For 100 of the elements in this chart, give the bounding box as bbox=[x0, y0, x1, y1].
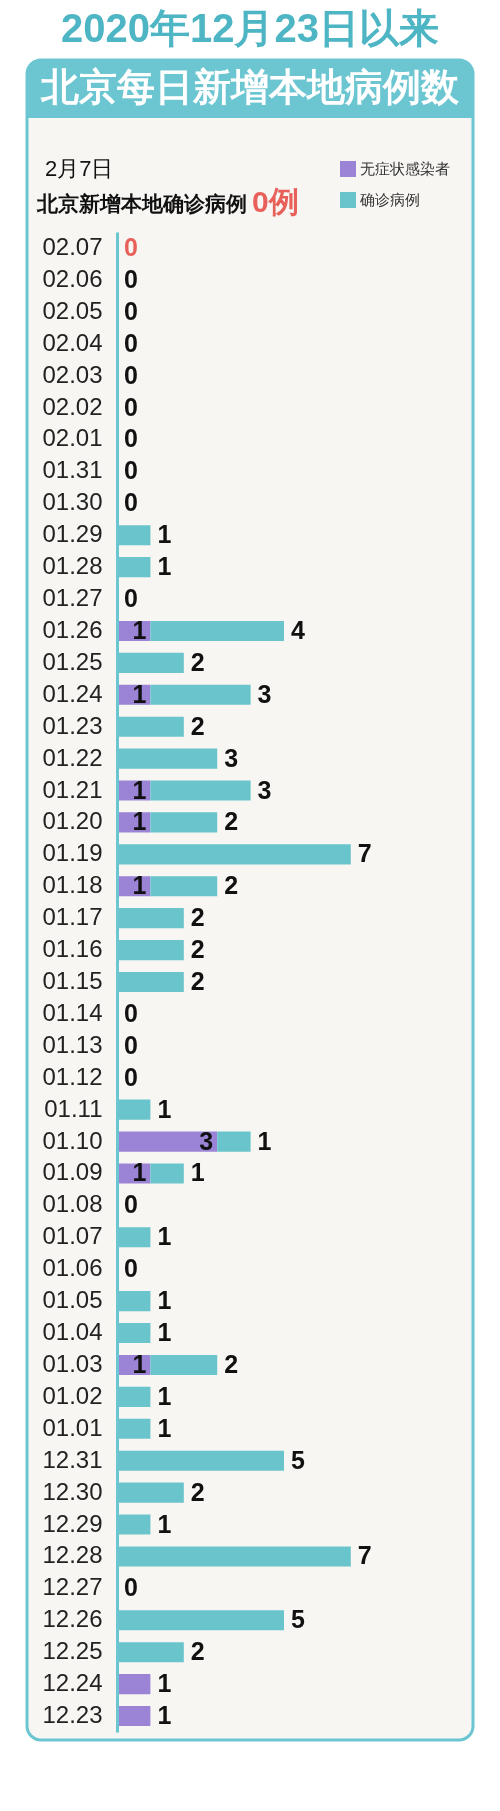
y-tick-label: 02.04 bbox=[42, 328, 103, 356]
data-label: 2 bbox=[224, 807, 239, 836]
y-tick-label: 12.23 bbox=[42, 1701, 103, 1729]
legend-label: 无症状感染者 bbox=[360, 160, 450, 177]
data-label: 2 bbox=[190, 967, 205, 995]
data-label: 1 bbox=[157, 1094, 172, 1123]
y-tick-label: 01.07 bbox=[42, 1222, 103, 1250]
y-tick-label: 01.18 bbox=[42, 871, 103, 899]
data-label: 0 bbox=[124, 1254, 138, 1283]
y-tick-label: 02.02 bbox=[42, 392, 103, 420]
data-label: 0 bbox=[124, 456, 138, 485]
data-label: 1 bbox=[257, 1126, 272, 1155]
y-tick-label: 12.31 bbox=[42, 1445, 103, 1473]
bar bbox=[117, 1705, 151, 1727]
data-label: 0 bbox=[124, 488, 138, 517]
data-label: 1 bbox=[157, 1318, 172, 1347]
data-label: 1 bbox=[132, 775, 147, 804]
data-label: 0 bbox=[124, 1062, 138, 1091]
data-label: 4 bbox=[291, 615, 305, 644]
data-label: 2 bbox=[190, 1477, 205, 1506]
y-tick-label: 01.10 bbox=[42, 1126, 103, 1154]
text: 北京新增本地确诊病例 bbox=[36, 192, 247, 215]
data-label: 0 bbox=[124, 1573, 138, 1602]
data-label: 3 bbox=[257, 679, 272, 708]
data-label: 0 bbox=[124, 264, 138, 293]
bar bbox=[217, 1131, 251, 1152]
data-label: 7 bbox=[357, 839, 372, 868]
y-tick-label: 01.24 bbox=[42, 679, 103, 707]
bar bbox=[150, 876, 218, 897]
y-tick-label: 01.20 bbox=[42, 807, 103, 835]
bar bbox=[150, 780, 251, 801]
legend-label: 确诊病例 bbox=[359, 191, 420, 208]
y-tick-label: 12.25 bbox=[42, 1637, 103, 1665]
y-tick-label: 01.26 bbox=[42, 615, 103, 643]
bar bbox=[150, 1354, 218, 1376]
bar bbox=[117, 1674, 151, 1695]
y-tick-label: 01.15 bbox=[42, 967, 103, 994]
data-label: 1 bbox=[132, 679, 147, 708]
data-label: 1 bbox=[157, 1413, 172, 1442]
data-label: 2 bbox=[190, 647, 205, 676]
y-tick-label: 01.17 bbox=[42, 903, 103, 931]
y-tick-label: 01.02 bbox=[42, 1381, 103, 1409]
y-tick-label: 12.29 bbox=[42, 1509, 103, 1537]
y-tick-label: 01.06 bbox=[42, 1254, 103, 1282]
data-label: 0 bbox=[124, 392, 138, 421]
bar bbox=[150, 1163, 184, 1184]
y-tick-label: 12.27 bbox=[42, 1573, 103, 1601]
chart-subtitle: 北京每日新增本地病例数 bbox=[40, 66, 460, 108]
y-tick-label: 01.03 bbox=[42, 1349, 103, 1377]
y-tick-label: 02.01 bbox=[42, 424, 103, 452]
data-label: 3 bbox=[257, 775, 272, 804]
y-tick-label: 01.29 bbox=[42, 520, 103, 548]
y-tick-label: 01.23 bbox=[42, 711, 103, 739]
y-tick-label: 01.05 bbox=[42, 1286, 103, 1314]
data-label: 0 bbox=[124, 296, 138, 325]
y-tick-label: 02.07 bbox=[42, 232, 103, 260]
bar bbox=[150, 684, 251, 705]
bar bbox=[117, 1131, 218, 1152]
data-label: 3 bbox=[199, 1126, 214, 1155]
y-tick-label: 01.11 bbox=[44, 1094, 103, 1122]
y-tick-label: 01.08 bbox=[42, 1190, 103, 1218]
y-tick-label: 12.24 bbox=[42, 1669, 103, 1697]
bar bbox=[150, 812, 218, 833]
data-label: 5 bbox=[291, 1445, 305, 1474]
data-label: 1 bbox=[132, 807, 147, 836]
data-label: 0 bbox=[124, 584, 138, 613]
y-tick-label: 02.05 bbox=[42, 296, 103, 324]
y-tick-label: 02.06 bbox=[42, 264, 103, 292]
y-tick-label: 01.01 bbox=[42, 1413, 103, 1441]
data-label: 1 bbox=[157, 1286, 172, 1315]
y-tick-label: 01.31 bbox=[42, 456, 103, 484]
data-label: 0 bbox=[124, 232, 138, 261]
y-tick-label: 01.12 bbox=[42, 1062, 103, 1090]
y-tick-label: 12.26 bbox=[42, 1605, 103, 1633]
data-label: 1 bbox=[157, 1222, 172, 1251]
data-label: 0 bbox=[124, 360, 138, 389]
text: 0例 bbox=[252, 185, 299, 218]
data-label: 1 bbox=[132, 1349, 147, 1378]
y-tick-label: 12.30 bbox=[42, 1477, 103, 1505]
data-label: 2 bbox=[190, 935, 205, 964]
y-tick-label: 01.30 bbox=[42, 488, 103, 516]
data-label: 2 bbox=[190, 903, 205, 932]
data-label: 1 bbox=[132, 615, 147, 644]
data-label: 1 bbox=[157, 552, 172, 581]
y-tick-label: 01.13 bbox=[42, 1030, 103, 1058]
data-label: 2 bbox=[224, 1349, 239, 1378]
data-label: 0 bbox=[124, 998, 138, 1027]
bar bbox=[150, 620, 284, 641]
data-label: 0 bbox=[124, 1030, 138, 1059]
data-label: 1 bbox=[157, 1509, 172, 1538]
data-label: 1 bbox=[157, 1669, 172, 1698]
y-tick-label: 01.22 bbox=[42, 743, 103, 771]
y-tick-label: 01.21 bbox=[42, 775, 103, 803]
data-label: 3 bbox=[224, 743, 239, 772]
y-tick-label: 12.28 bbox=[42, 1541, 103, 1569]
data-label: 0 bbox=[124, 424, 138, 453]
data-label: 5 bbox=[291, 1605, 305, 1634]
chart-title: 2020年12月23日以来 bbox=[61, 6, 439, 50]
y-tick-label: 01.25 bbox=[42, 647, 103, 675]
y-tick-label: 01.27 bbox=[42, 584, 103, 612]
